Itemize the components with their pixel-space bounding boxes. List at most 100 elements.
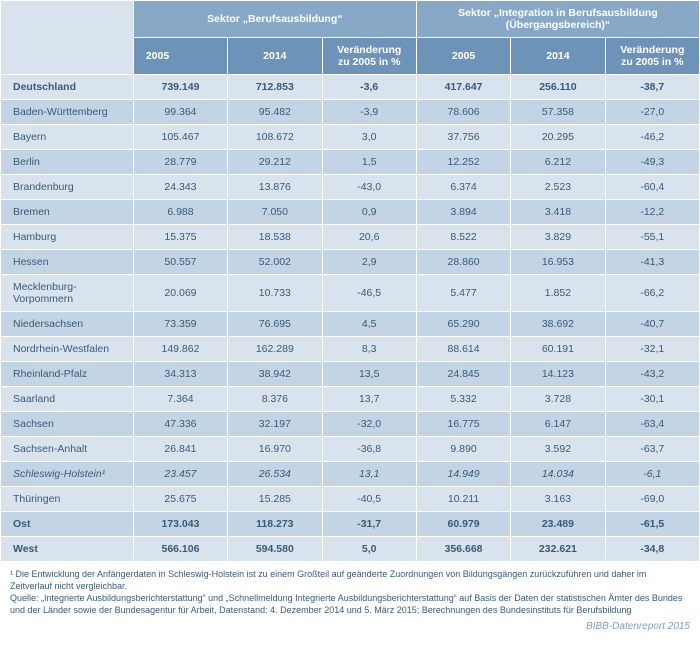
cell-region: Hamburg — [1, 225, 134, 250]
cell-value: 38.942 — [228, 362, 322, 387]
cell-value: 37.756 — [416, 125, 510, 150]
cell-value: 6.212 — [511, 150, 605, 175]
cell-value: 28.860 — [416, 250, 510, 275]
cell-value: 5,0 — [322, 537, 416, 562]
cell-value: 5.477 — [416, 275, 510, 312]
cell-value: 12.252 — [416, 150, 510, 175]
cell-region: Hessen — [1, 250, 134, 275]
cell-value: -38,7 — [605, 75, 699, 100]
header-s2-change: Veränderung zu 2005 in % — [605, 38, 699, 75]
cell-region: Thüringen — [1, 487, 134, 512]
table-header: Sektor „Berufsausbildung“ Sektor „Integr… — [1, 1, 700, 75]
cell-value: -3,6 — [322, 75, 416, 100]
cell-value: 8.522 — [416, 225, 510, 250]
cell-value: 2,9 — [322, 250, 416, 275]
cell-value: 13,1 — [322, 462, 416, 487]
table-row: Bayern105.467108.6723,037.75620.295-46,2 — [1, 125, 700, 150]
cell-value: 25.675 — [133, 487, 227, 512]
cell-value: 20.295 — [511, 125, 605, 150]
cell-value: -32,1 — [605, 337, 699, 362]
cell-value: 65.290 — [416, 312, 510, 337]
cell-value: 50.557 — [133, 250, 227, 275]
table-row: Mecklenburg-Vorpommern20.06910.733-46,55… — [1, 275, 700, 312]
cell-value: 3.829 — [511, 225, 605, 250]
cell-value: 16.775 — [416, 412, 510, 437]
cell-value: 1.852 — [511, 275, 605, 312]
cell-value: 173.043 — [133, 512, 227, 537]
report-tag: BIBB-Datenreport 2015 — [0, 619, 700, 640]
header-sector1: Sektor „Berufsausbildung“ — [133, 1, 416, 38]
cell-value: 8,3 — [322, 337, 416, 362]
cell-value: 3.728 — [511, 387, 605, 412]
cell-value: 14.034 — [511, 462, 605, 487]
cell-value: 23.457 — [133, 462, 227, 487]
cell-region: West — [1, 537, 134, 562]
cell-region: Berlin — [1, 150, 134, 175]
cell-value: 34.313 — [133, 362, 227, 387]
table-row: Nordrhein-Westfalen149.862162.2898,388.6… — [1, 337, 700, 362]
cell-value: -41,3 — [605, 250, 699, 275]
cell-value: 0,9 — [322, 200, 416, 225]
cell-value: 232.621 — [511, 537, 605, 562]
cell-value: 13,7 — [322, 387, 416, 412]
cell-value: 6.147 — [511, 412, 605, 437]
cell-region: Brandenburg — [1, 175, 134, 200]
footnote-source: Quelle: „Integrierte Ausbildungsberichte… — [10, 592, 690, 616]
cell-value: 6.988 — [133, 200, 227, 225]
cell-value: -43,0 — [322, 175, 416, 200]
cell-value: -46,5 — [322, 275, 416, 312]
cell-value: -49,3 — [605, 150, 699, 175]
cell-value: 24.845 — [416, 362, 510, 387]
cell-value: 14.123 — [511, 362, 605, 387]
cell-value: 3,0 — [322, 125, 416, 150]
cell-value: -27,0 — [605, 100, 699, 125]
cell-value: -63,4 — [605, 412, 699, 437]
table-body: Deutschland739.149712.853-3,6417.647256.… — [1, 75, 700, 562]
cell-value: -31,7 — [322, 512, 416, 537]
header-s1-change: Veränderung zu 2005 in % — [322, 38, 416, 75]
cell-value: -66,2 — [605, 275, 699, 312]
cell-value: 26.534 — [228, 462, 322, 487]
cell-value: 23.489 — [511, 512, 605, 537]
header-s2-2014: 2014 — [511, 38, 605, 75]
table-row: Brandenburg24.34313.876-43,06.3742.523-6… — [1, 175, 700, 200]
cell-region: Sachsen — [1, 412, 134, 437]
cell-value: 10.733 — [228, 275, 322, 312]
cell-value: 10.211 — [416, 487, 510, 512]
cell-value: 78.606 — [416, 100, 510, 125]
cell-value: 118.273 — [228, 512, 322, 537]
table-row: Rheinland-Pfalz34.31338.94213,524.84514.… — [1, 362, 700, 387]
cell-value: 95.482 — [228, 100, 322, 125]
cell-value: -32,0 — [322, 412, 416, 437]
cell-value: 9.890 — [416, 437, 510, 462]
cell-value: 7.364 — [133, 387, 227, 412]
cell-value: 47.336 — [133, 412, 227, 437]
cell-value: 6.374 — [416, 175, 510, 200]
cell-value: -6,1 — [605, 462, 699, 487]
cell-value: 3.163 — [511, 487, 605, 512]
cell-region: Schleswig-Holstein¹ — [1, 462, 134, 487]
header-s1-2005: 2005 — [133, 38, 227, 75]
cell-region: Mecklenburg-Vorpommern — [1, 275, 134, 312]
table-row: Saarland7.3648.37613,75.3323.728-30,1 — [1, 387, 700, 412]
cell-value: 29.212 — [228, 150, 322, 175]
cell-value: 16.970 — [228, 437, 322, 462]
cell-value: 60.979 — [416, 512, 510, 537]
table-row: Thüringen25.67515.285-40,510.2113.163-69… — [1, 487, 700, 512]
cell-value: -60,4 — [605, 175, 699, 200]
table-row: Sachsen47.33632.197-32,016.7756.147-63,4 — [1, 412, 700, 437]
header-corner — [1, 1, 134, 75]
table-row: Schleswig-Holstein¹23.45726.53413,114.94… — [1, 462, 700, 487]
data-table-container: Sektor „Berufsausbildung“ Sektor „Integr… — [0, 0, 700, 562]
cell-value: -55,1 — [605, 225, 699, 250]
cell-region: Baden-Württemberg — [1, 100, 134, 125]
data-table: Sektor „Berufsausbildung“ Sektor „Integr… — [0, 0, 700, 562]
cell-value: 13,5 — [322, 362, 416, 387]
cell-value: 38.692 — [511, 312, 605, 337]
cell-value: 5.332 — [416, 387, 510, 412]
cell-value: 99.364 — [133, 100, 227, 125]
cell-region: Nordrhein-Westfalen — [1, 337, 134, 362]
cell-value: 105.467 — [133, 125, 227, 150]
cell-value: -63,7 — [605, 437, 699, 462]
table-row: Berlin28.77929.2121,512.2526.212-49,3 — [1, 150, 700, 175]
